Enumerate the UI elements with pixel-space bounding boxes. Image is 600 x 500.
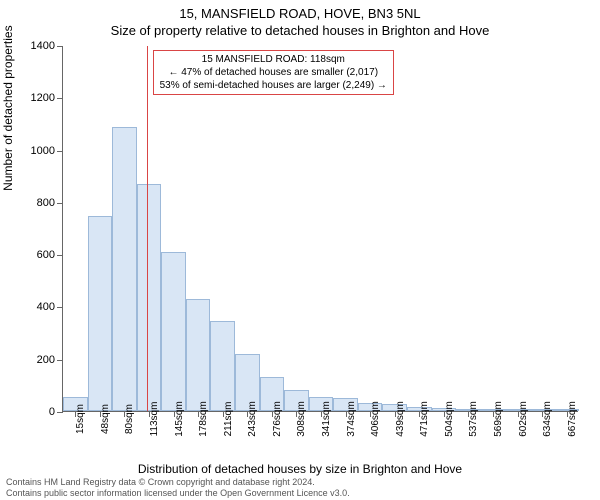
y-tick-label: 1200 [31,92,55,104]
x-tick-label: 537sqm [468,401,479,437]
y-tick [57,307,63,308]
x-tick-label: 243sqm [247,401,258,437]
x-tick-label: 341sqm [321,401,332,437]
page-title: 15, MANSFIELD ROAD, HOVE, BN3 5NL [0,0,600,21]
y-tick-label: 1000 [31,145,55,157]
x-tick-label: 113sqm [149,402,160,437]
histogram-bar [161,252,186,411]
annotation-line: 53% of semi-detached houses are larger (… [160,79,387,92]
x-tick-label: 178sqm [198,401,209,437]
y-tick [57,255,63,256]
footer-line-1: Contains HM Land Registry data © Crown c… [6,477,350,487]
x-axis-label: Distribution of detached houses by size … [0,462,600,476]
histogram-bar [88,216,113,411]
y-tick [57,98,63,99]
histogram-bar [210,321,235,411]
y-tick [57,203,63,204]
footer-line-2: Contains public sector information licen… [6,488,350,498]
x-tick-label: 439sqm [395,401,406,437]
y-tick-label: 400 [37,301,55,313]
x-tick-label: 471sqm [419,401,430,437]
x-tick-label: 48sqm [100,404,111,434]
x-tick-label: 634sqm [542,401,553,437]
footer-attribution: Contains HM Land Registry data © Crown c… [6,477,350,498]
y-tick [57,412,63,413]
y-tick-label: 0 [49,406,55,418]
y-tick [57,46,63,47]
x-tick-label: 308sqm [296,401,307,437]
property-marker-line [147,46,148,411]
histogram-bar [112,127,137,411]
x-tick-label: 145sqm [174,401,185,437]
x-tick-label: 406sqm [370,401,381,437]
x-tick-label: 276sqm [272,401,283,437]
x-tick-label: 80sqm [124,404,135,434]
y-tick [57,151,63,152]
y-tick [57,360,63,361]
histogram-bar [186,299,211,411]
x-tick-label: 602sqm [518,401,529,437]
page-subtitle: Size of property relative to detached ho… [0,21,600,42]
y-tick-label: 800 [37,197,55,209]
y-tick-label: 600 [37,249,55,261]
x-tick-label: 504sqm [444,401,455,437]
x-tick-label: 667sqm [567,401,578,437]
x-tick-label: 374sqm [346,401,357,437]
y-axis-label: Number of detached properties [1,25,15,190]
annotation-line: ← 47% of detached houses are smaller (2,… [160,66,387,79]
annotation-line: 15 MANSFIELD ROAD: 118sqm [160,53,387,66]
x-tick-label: 211sqm [223,402,234,437]
property-annotation: 15 MANSFIELD ROAD: 118sqm← 47% of detach… [153,50,394,95]
histogram-chart: 020040060080010001200140015sqm48sqm80sqm… [62,46,578,412]
y-tick-label: 1400 [31,40,55,52]
histogram-bar [137,184,162,411]
x-tick-label: 569sqm [493,401,504,437]
x-tick-label: 15sqm [75,404,86,434]
y-tick-label: 200 [37,354,55,366]
